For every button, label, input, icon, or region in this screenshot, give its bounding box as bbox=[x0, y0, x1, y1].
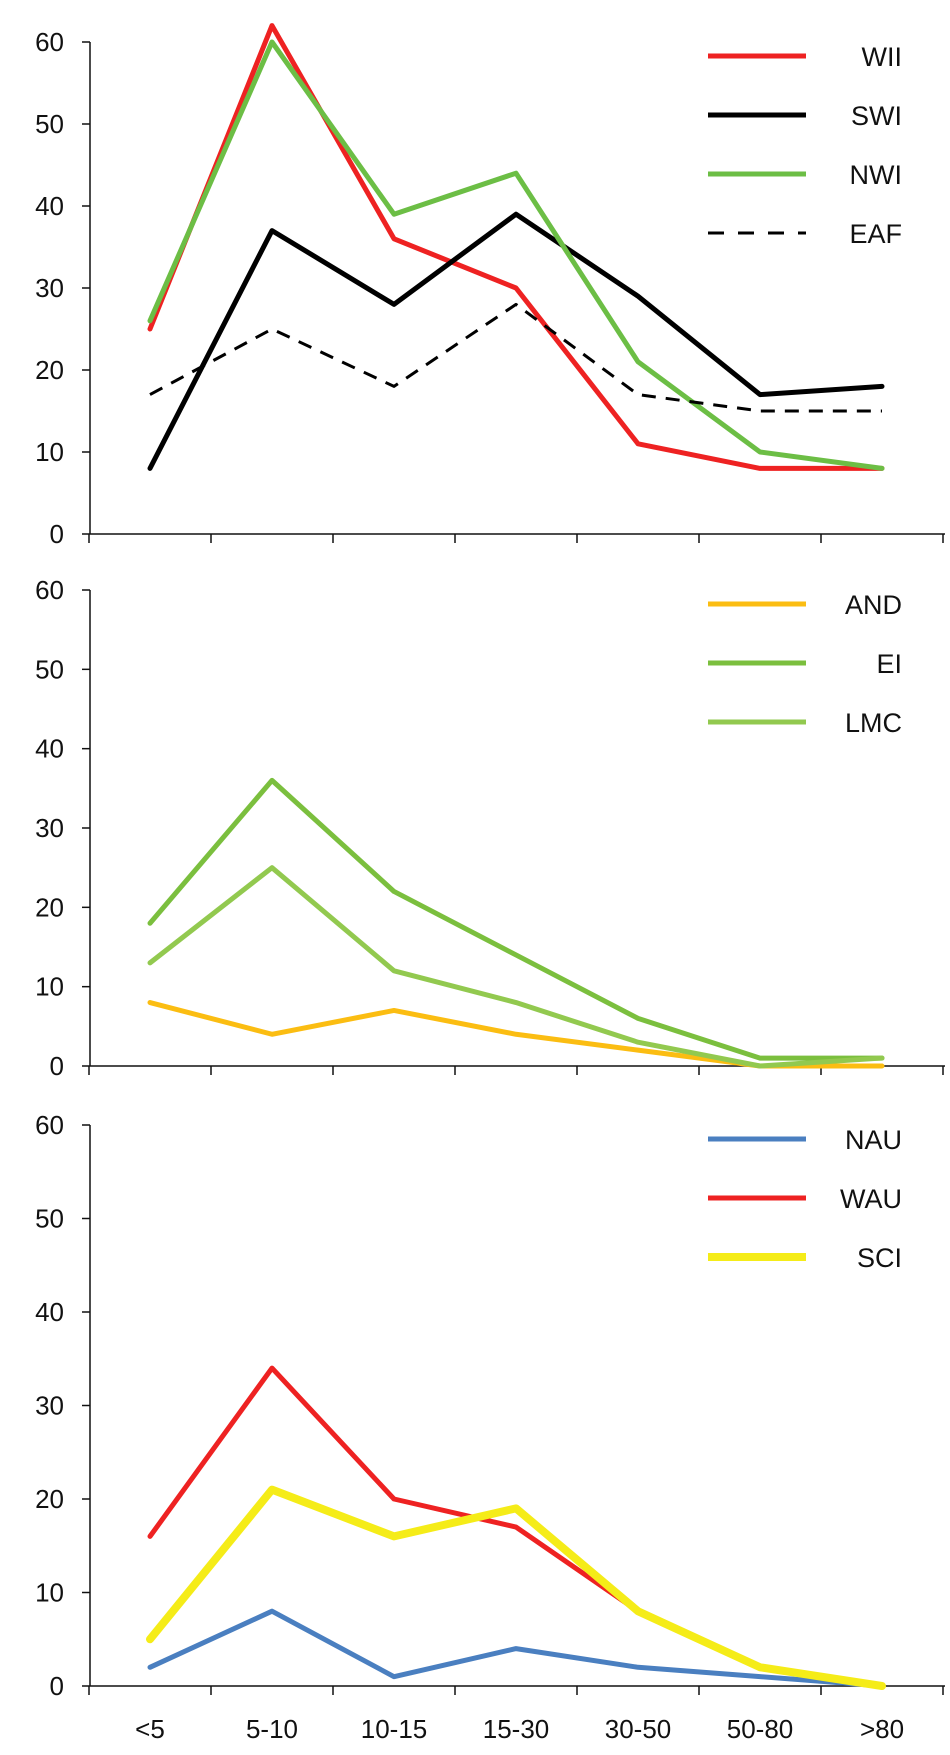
y-tick-label: 40 bbox=[35, 191, 64, 221]
y-tick-label: 20 bbox=[35, 1484, 64, 1514]
legend-label-eaf: EAF bbox=[849, 219, 902, 249]
series-line-ei bbox=[147, 777, 885, 1061]
x-tick-label: <5 bbox=[135, 1714, 165, 1744]
y-tick-label: 30 bbox=[35, 813, 64, 843]
legend-label-sci: SCI bbox=[857, 1243, 902, 1273]
y-tick-label: 10 bbox=[35, 972, 64, 1002]
series-line-nau bbox=[147, 1608, 885, 1689]
y-tick-label: 50 bbox=[35, 1204, 64, 1234]
series-line-eaf bbox=[149, 302, 882, 413]
chart-panel-2: 0 10 20 30 40 50 60 AND EI LMC bbox=[35, 575, 945, 1081]
y-tick-label: 40 bbox=[35, 1297, 64, 1327]
legend-label-nau: NAU bbox=[845, 1125, 902, 1155]
y-tick-label: 30 bbox=[35, 1391, 64, 1421]
x-tick-label: >80 bbox=[860, 1714, 904, 1744]
legend-label-ei: EI bbox=[876, 649, 902, 679]
legend-label-lmc: LMC bbox=[845, 708, 902, 738]
y-tick-label: 0 bbox=[50, 519, 64, 549]
chart-panel-3: 0 10 20 30 40 50 60 <5 5-10 10-15 15-30 30-50 50-80 >… bbox=[35, 1110, 945, 1744]
y-tick-label: 0 bbox=[50, 1051, 64, 1081]
legend-label-swi: SWI bbox=[851, 101, 902, 131]
x-tick-label: 15-30 bbox=[483, 1714, 550, 1744]
y-tick-label: 50 bbox=[35, 109, 64, 139]
y-tick-label: 30 bbox=[35, 273, 64, 303]
x-tick-label: 30-50 bbox=[605, 1714, 672, 1744]
series-line-nwi bbox=[147, 39, 885, 471]
y-tick-label: 60 bbox=[35, 575, 64, 605]
legend-label-wii: WII bbox=[862, 42, 903, 72]
legend-label-nwi: NWI bbox=[850, 160, 902, 190]
legend-label-and: AND bbox=[845, 590, 902, 620]
y-tick-label: 10 bbox=[35, 437, 64, 467]
y-tick-label: 60 bbox=[35, 27, 64, 57]
x-tick-label: 50-80 bbox=[727, 1714, 794, 1744]
y-tick-label: 20 bbox=[35, 355, 64, 385]
series-line-wau bbox=[147, 1365, 885, 1689]
x-tick-label: 5-10 bbox=[246, 1714, 298, 1744]
series-line-wii bbox=[147, 23, 885, 471]
y-tick-label: 50 bbox=[35, 654, 64, 684]
legend-label-wau: WAU bbox=[840, 1184, 902, 1214]
y-tick-label: 60 bbox=[35, 1110, 64, 1140]
series-line-lmc bbox=[147, 865, 885, 1069]
y-tick-label: 20 bbox=[35, 892, 64, 922]
chart-panel-1: 0 10 20 30 40 50 60 WII SWI NWI EAF bbox=[35, 23, 945, 549]
series-line-swi bbox=[147, 211, 885, 471]
series-line-sci bbox=[146, 1485, 886, 1690]
x-tick-label: 10-15 bbox=[361, 1714, 428, 1744]
y-tick-label: 10 bbox=[35, 1578, 64, 1608]
y-tick-label: 0 bbox=[50, 1671, 64, 1701]
y-tick-label: 40 bbox=[35, 734, 64, 764]
